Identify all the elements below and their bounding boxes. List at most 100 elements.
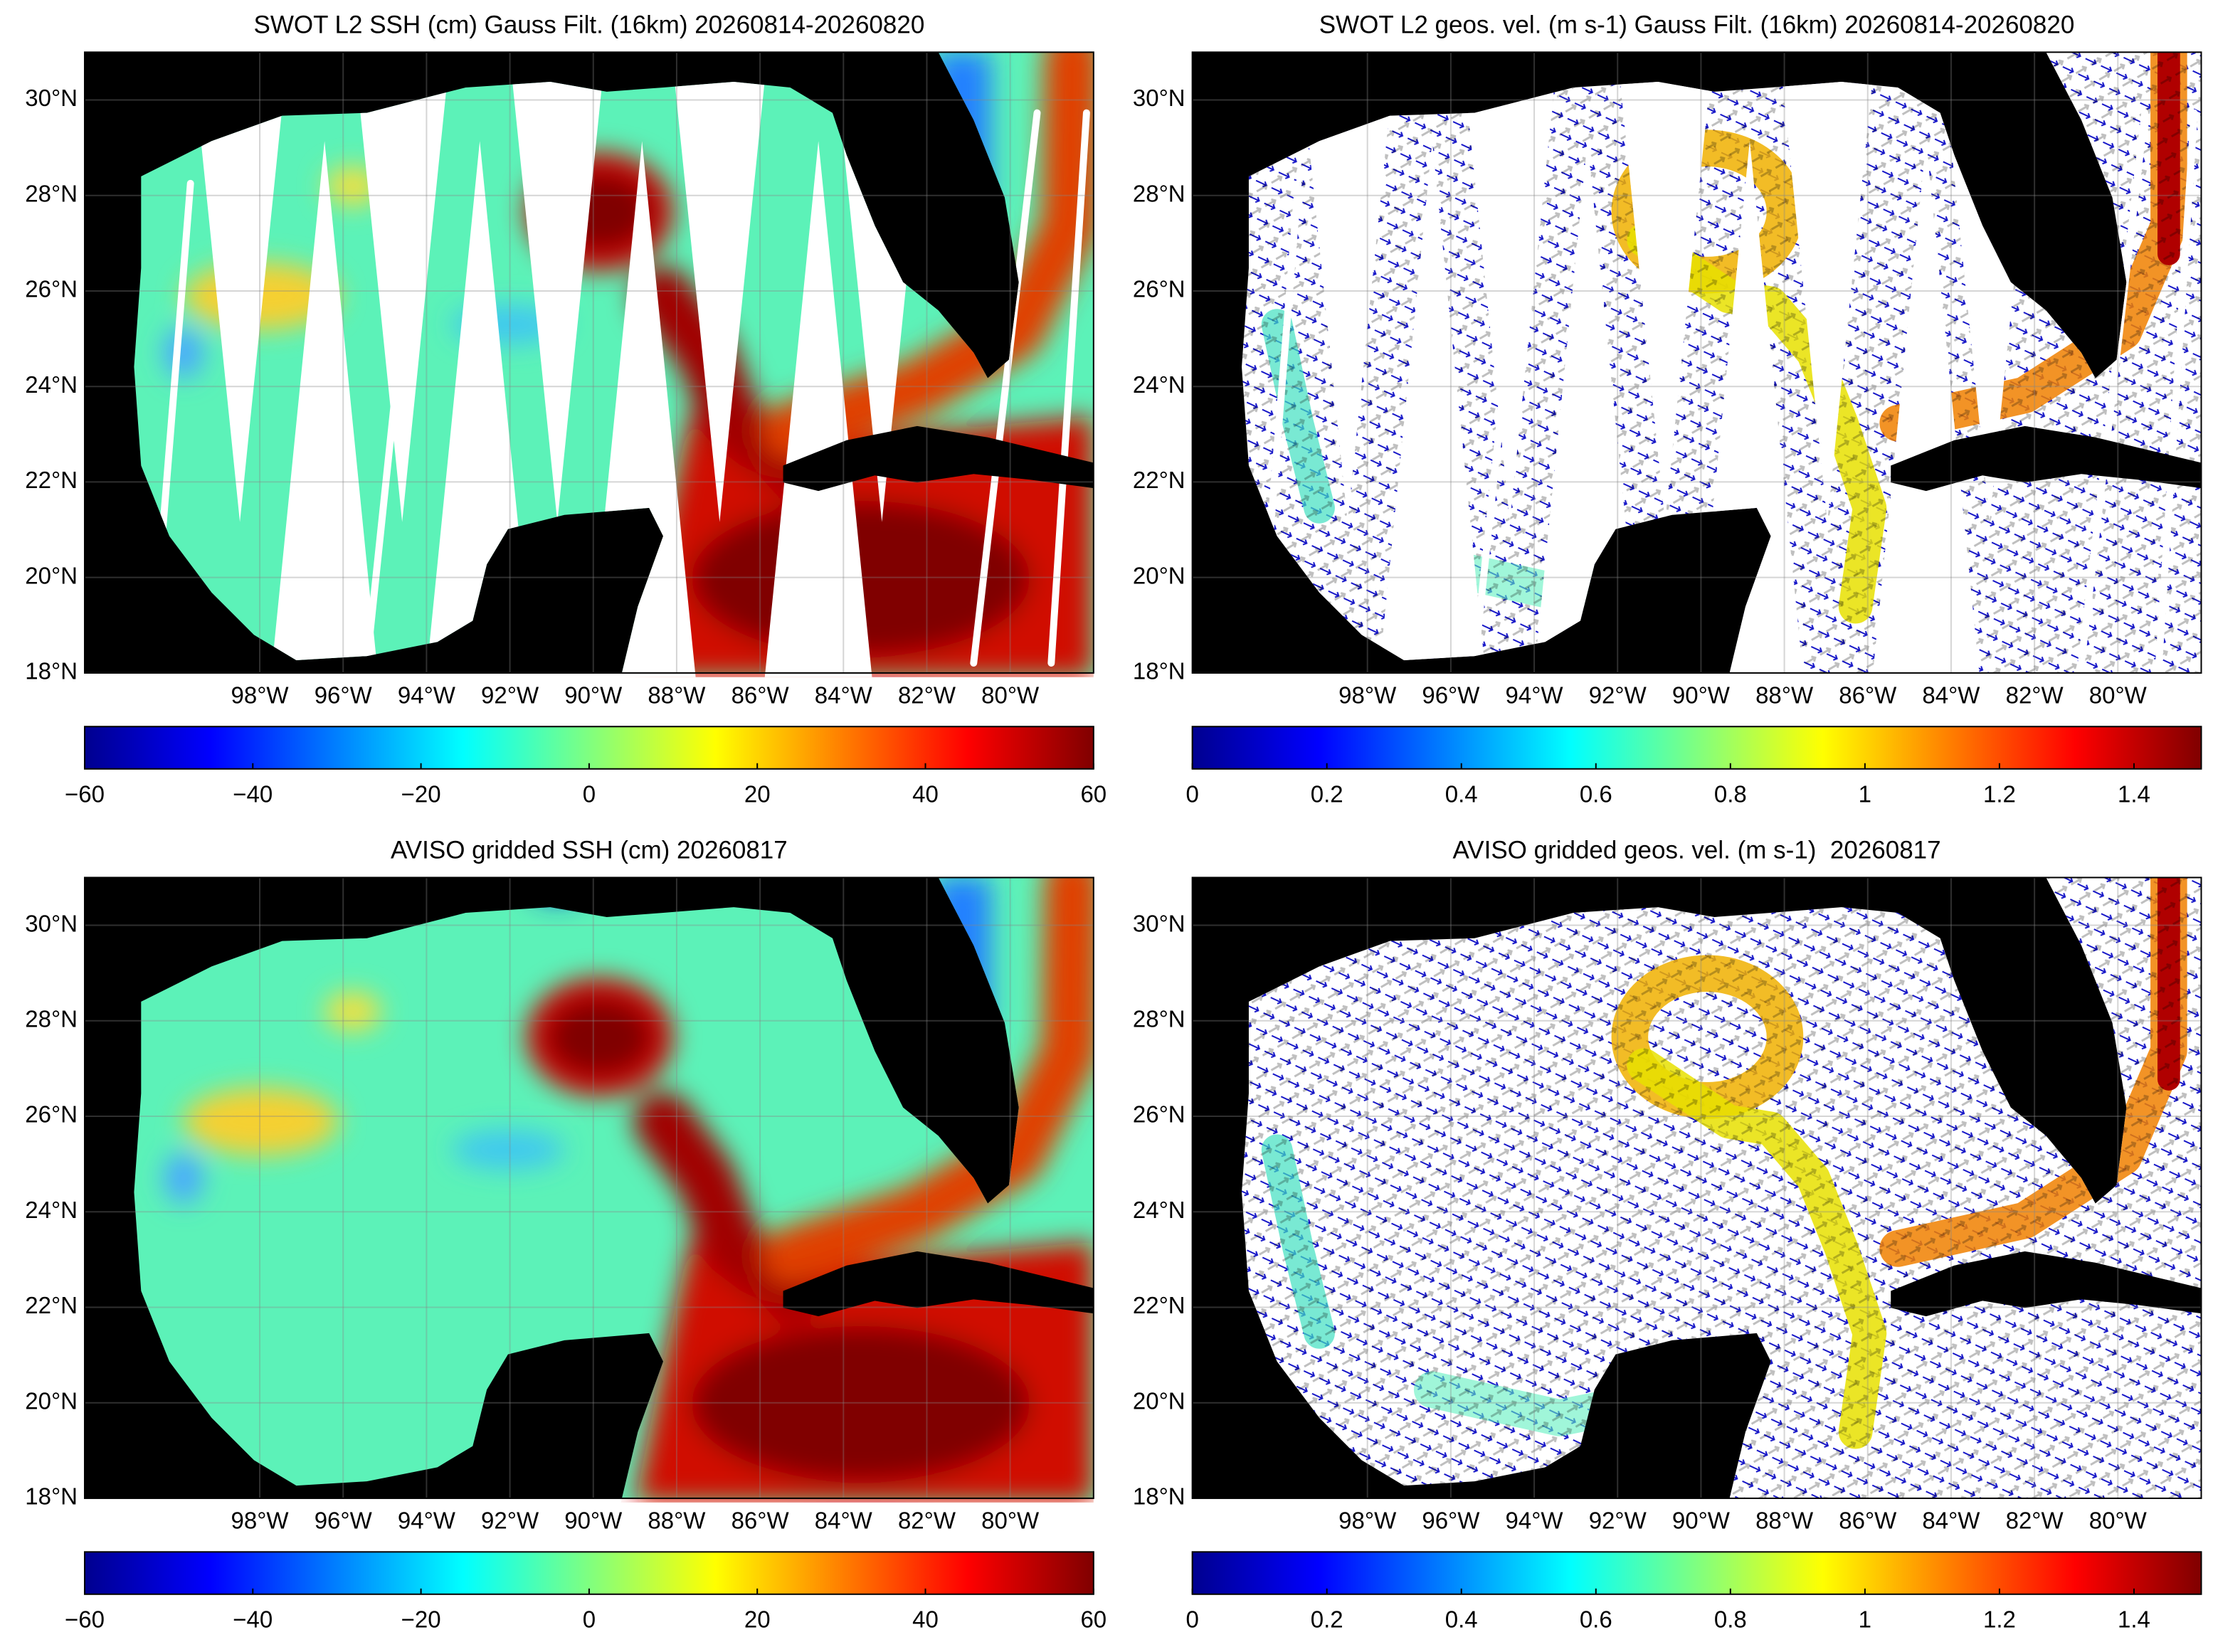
lat-tick-label: 18°N (25, 658, 78, 684)
colorbar-tick-label: 1.2 (1983, 1606, 2016, 1633)
lon-tick-label: 88°W (1755, 682, 1814, 709)
panel-title: AVISO gridded geos. vel. (m s-1) 2026081… (1453, 837, 1941, 864)
panel-title: AVISO gridded SSH (cm) 20260817 (391, 837, 788, 864)
lat-tick-label: 24°N (25, 1197, 78, 1223)
loop-current (633, 1091, 820, 1321)
warm-anomaly (183, 1087, 339, 1156)
colorbar-tick-label: 0 (583, 780, 596, 807)
lon-tick-label: 92°W (481, 682, 539, 709)
lat-tick-label: 24°N (1133, 371, 1185, 398)
lon-tick-label: 82°W (2006, 1508, 2064, 1534)
lon-tick-label: 88°W (648, 682, 706, 709)
colorbar-tick-label: 1.2 (1983, 780, 2016, 807)
colorbar-tick-label: 0 (1185, 780, 1198, 807)
warm-core (691, 1326, 1030, 1482)
lon-tick-label: 88°W (648, 1508, 706, 1534)
colorbar-tick-label: −60 (65, 780, 105, 807)
swath-gap (191, 52, 288, 522)
lon-tick-label: 80°W (2089, 1508, 2148, 1534)
swath-gap (1872, 141, 1980, 677)
map-panel: AVISO gridded SSH (cm) 20260817 98°W 96°W 9… (25, 837, 1106, 1633)
swath-gap (764, 141, 872, 677)
lon-tick-label: 94°W (1506, 682, 1564, 709)
lat-tick-label: 30°N (25, 910, 78, 936)
cuba (783, 425, 1094, 492)
colorbar-tick-label: −20 (401, 1606, 441, 1633)
map-panel: SWOT L2 SSH (cm) Gauss Filt. (16km) 2026… (25, 11, 1106, 808)
lat-tick-label: 20°N (25, 1387, 78, 1414)
lat-tick-label: 26°N (25, 276, 78, 302)
lon-tick-label: 98°W (1338, 682, 1397, 709)
swath-gap-line (363, 123, 427, 667)
lon-tick-label: 82°W (898, 1508, 956, 1534)
map-frame (83, 51, 1094, 674)
cold-anomaly (164, 1153, 204, 1204)
swath-gap (270, 141, 379, 677)
lon-tick-label: 96°W (1422, 682, 1480, 709)
lon-tick-label: 94°W (398, 1508, 456, 1534)
lon-tick-label: 92°W (1589, 1508, 1647, 1534)
lon-tick-label: 90°W (1672, 682, 1731, 709)
swath-gap (1299, 52, 1396, 522)
swath-gap (1378, 141, 1486, 677)
lon-tick-label: 82°W (898, 682, 956, 709)
colorbar-tick-label: 0.2 (1311, 780, 1343, 807)
lon-tick-label: 90°W (564, 682, 623, 709)
lon-tick-label: 84°W (815, 1508, 873, 1534)
warm-anomaly (324, 992, 381, 1032)
lon-tick-label: 80°W (981, 682, 1040, 709)
lat-tick-label: 30°N (25, 85, 78, 111)
lat-tick-label: 20°N (1133, 1387, 1185, 1414)
colorbar-tick-label: 0.2 (1311, 1606, 1343, 1633)
lon-tick-label: 96°W (315, 682, 373, 709)
swath-gap-line (1266, 179, 1302, 540)
lat-tick-label: 28°N (25, 1005, 78, 1032)
colorbar-tick-label: 0 (583, 1606, 596, 1633)
colorbar-tick-label: 1.4 (2118, 780, 2150, 807)
swath-gap-line (1047, 109, 1090, 667)
colorbar (1191, 1551, 2202, 1595)
lon-tick-label: 98°W (231, 1508, 290, 1534)
lat-tick-label: 24°N (25, 371, 78, 398)
lon-tick-label: 90°W (564, 1508, 623, 1534)
colorbar-tick-label: −40 (233, 1606, 273, 1633)
lon-tick-label: 84°W (1922, 682, 1980, 709)
colorbar-tick-label: 40 (912, 1606, 939, 1633)
lon-tick-label: 94°W (1506, 1508, 1564, 1534)
lon-tick-label: 96°W (1422, 1508, 1480, 1534)
lon-tick-label: 96°W (315, 1508, 373, 1534)
lon-tick-label: 98°W (1338, 1508, 1397, 1534)
swath-gap (671, 52, 768, 522)
lon-tick-label: 82°W (2006, 682, 2064, 709)
colorbar-tick-label: 20 (744, 780, 771, 807)
warm-eddy-core (546, 997, 654, 1077)
cold-anomaly (451, 1130, 565, 1170)
colorbar-tick-label: 0.8 (1714, 1606, 1747, 1633)
colorbar-tick-label: 0.4 (1445, 780, 1478, 807)
colorbar-tick-label: 20 (744, 1606, 771, 1633)
swath-gap-line (159, 179, 194, 540)
lat-tick-label: 20°N (25, 562, 78, 588)
cuba (1891, 1251, 2202, 1317)
map-panel: SWOT L2 geos. vel. (m s-1) Gauss Filt. (… (1133, 11, 2202, 807)
colorbar-tick-label: 1 (1859, 780, 1871, 807)
map-frame (83, 877, 1094, 1499)
swath-gap-line (2155, 109, 2198, 667)
colorbar-tick-label: 60 (1080, 1606, 1106, 1633)
colorbar-tick-label: −40 (233, 780, 273, 807)
lat-tick-label: 28°N (1133, 180, 1185, 206)
colorbar (83, 726, 1094, 770)
swath-gap (1617, 52, 1713, 522)
lon-tick-label: 86°W (1839, 1508, 1897, 1534)
lon-tick-label: 98°W (231, 682, 290, 709)
colorbar-tick-label: −60 (65, 1606, 105, 1633)
panel-title: SWOT L2 geos. vel. (m s-1) Gauss Filt. (… (1319, 11, 2075, 39)
cuba (783, 1251, 1094, 1317)
colorbar-tick-label: 0.6 (1580, 1606, 1612, 1633)
lon-tick-label: 90°W (1672, 1508, 1731, 1534)
lat-tick-label: 18°N (1133, 1483, 1185, 1510)
colorbar-tick-label: 0.8 (1714, 780, 1747, 807)
lon-tick-label: 86°W (1839, 682, 1897, 709)
lon-tick-label: 84°W (815, 682, 873, 709)
cuba (1891, 425, 2202, 492)
